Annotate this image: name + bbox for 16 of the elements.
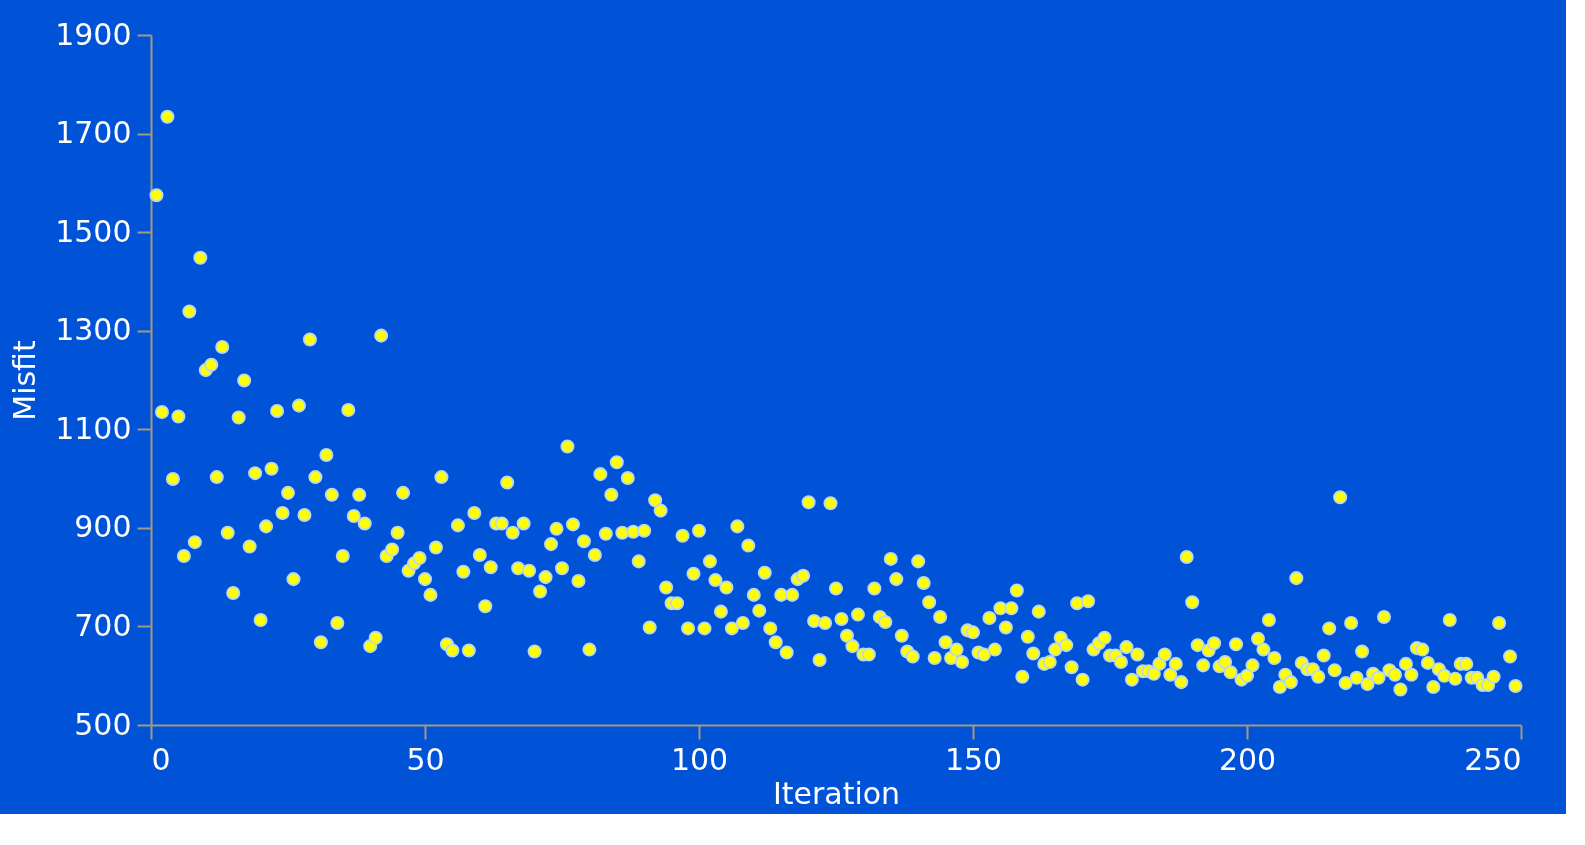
y-tick-label: 1700 (55, 115, 132, 151)
y-tick-label: 1100 (55, 410, 132, 446)
x-tick-label: 100 (670, 741, 729, 777)
x-axis-title: Iteration (772, 775, 901, 811)
x-tick-label: 50 (406, 741, 445, 777)
y-tick-label: 700 (74, 607, 132, 643)
y-axis-title: Misfit (7, 340, 43, 421)
y-tick-label: 1500 (55, 213, 132, 249)
y-tick-label: 900 (74, 509, 132, 545)
y-tick-label: 500 (74, 706, 132, 742)
y-tick-label: 1900 (55, 16, 132, 52)
x-tick-label: 0 (151, 741, 171, 777)
y-tick-label: 1300 (55, 312, 132, 348)
x-tick-label: 200 (1218, 741, 1277, 777)
x-tick-label: 250 (1464, 741, 1522, 777)
x-tick-label: 150 (944, 741, 1003, 777)
